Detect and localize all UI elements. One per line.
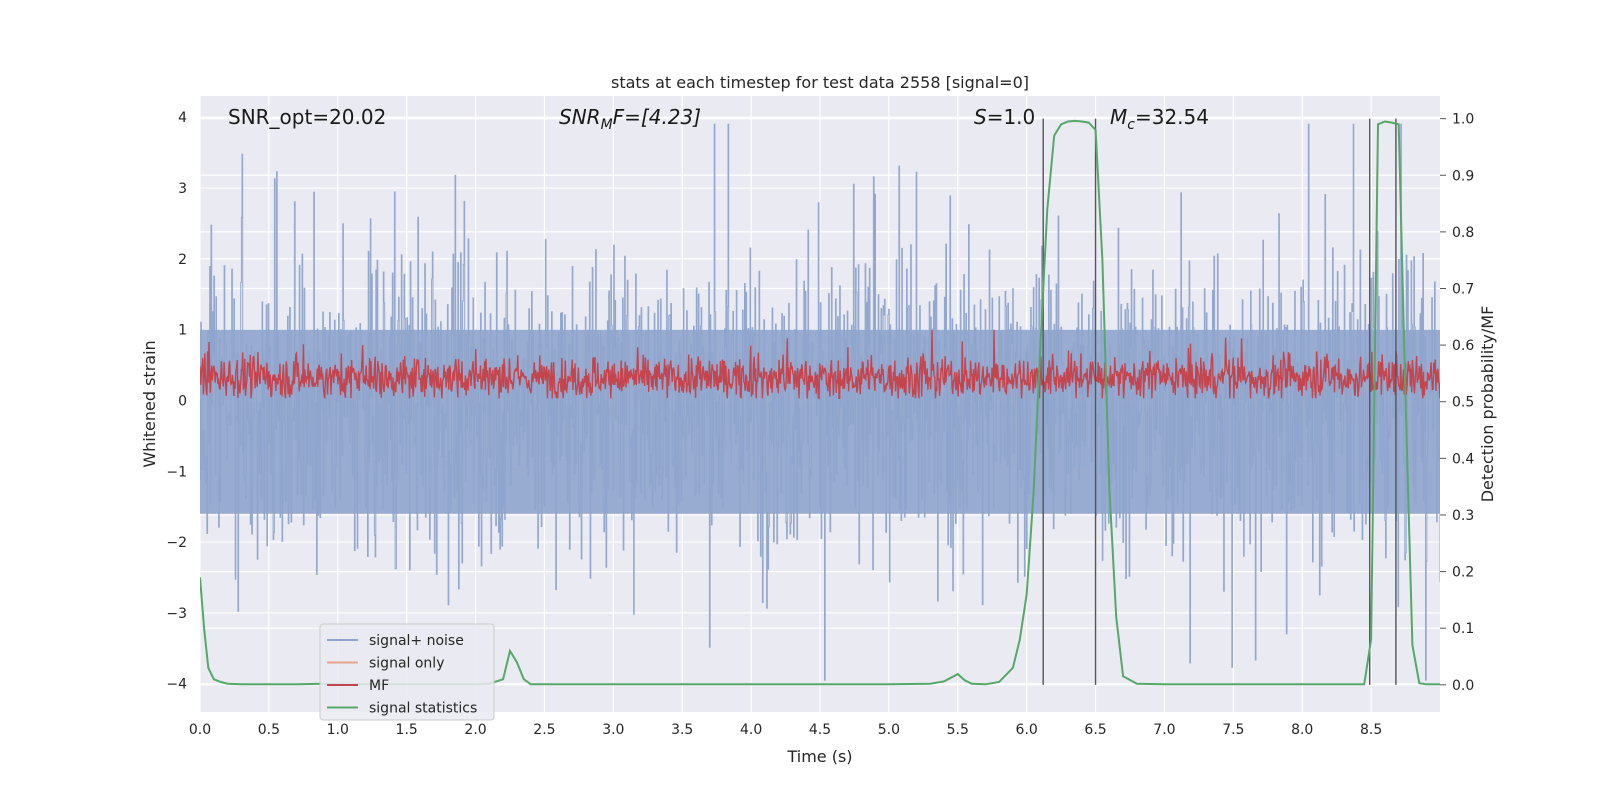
x-tick-label: 5.0 <box>878 722 900 738</box>
snr-mf-main: SNR <box>559 105 601 129</box>
y-left-tick-label: 3 <box>178 181 187 197</box>
annotation-snr-opt: SNR_opt=20.02 <box>228 105 386 129</box>
vertical-markers <box>1042 118 1397 685</box>
legend-label: signal+ noise <box>369 633 464 649</box>
annotation-mc: Mc=32.54 <box>1110 105 1209 133</box>
mf-series <box>200 329 1440 400</box>
y-left-tick-label: 2 <box>178 252 187 268</box>
x-tick-label: 0.0 <box>189 722 211 738</box>
y-right-tick-label: 0.1 <box>1452 621 1474 637</box>
s-rest: =1.0 <box>987 105 1036 129</box>
x-tick-label: 0.5 <box>258 722 280 738</box>
mc-sub: c <box>1127 117 1135 133</box>
x-tick-label: 7.0 <box>1153 722 1175 738</box>
x-tick-label: 1.5 <box>396 722 418 738</box>
x-tick-label: 8.0 <box>1291 722 1313 738</box>
x-tick-label: 2.0 <box>464 722 486 738</box>
y-right-tick-label: 0.0 <box>1452 678 1474 694</box>
snr-mf-rest: F=[4.23] <box>613 105 701 129</box>
x-tick-label: 2.5 <box>533 722 555 738</box>
x-tick-label: 4.0 <box>740 722 762 738</box>
x-tick-label: 3.0 <box>602 722 624 738</box>
y-axis-right-ticks: 1.0 0.9 0.8 0.7 0.6 0.5 0.4 0.3 0.2 0.1 0.0 <box>1440 112 1474 694</box>
x-tick-label: 4.5 <box>809 722 831 738</box>
y-right-tick-label: 1.0 <box>1452 112 1474 128</box>
x-tick-label: 3.5 <box>671 722 693 738</box>
y-left-tick-label: −3 <box>166 606 187 622</box>
y-left-tick-label: 4 <box>178 110 187 126</box>
y-right-tick-label: 0.2 <box>1452 565 1474 581</box>
y-axis-left-ticks: 4 3 2 1 0 −1 −2 −3 −4 <box>166 110 187 692</box>
legend: signal+ noise signal only MF signal statist… <box>319 623 495 721</box>
y-left-tick-label: −2 <box>166 535 187 551</box>
x-tick-label: 7.5 <box>1222 722 1244 738</box>
y-axis-left-label: Whitened strain <box>140 340 159 467</box>
x-tick-label: 6.0 <box>1016 722 1038 738</box>
x-tick-label: 6.5 <box>1084 722 1106 738</box>
snr-mf-sub: M <box>601 117 613 133</box>
y-right-tick-label: 0.6 <box>1452 338 1474 354</box>
annotation-s: S=1.0 <box>974 105 1035 129</box>
y-left-tick-label: −1 <box>166 464 187 480</box>
y-right-tick-label: 0.7 <box>1452 282 1474 298</box>
mc-main: M <box>1110 105 1127 129</box>
y-right-tick-label: 0.8 <box>1452 225 1474 241</box>
y-right-tick-label: 0.4 <box>1452 451 1474 467</box>
x-tick-label: 1.0 <box>327 722 349 738</box>
x-axis-label: Time (s) <box>786 747 852 766</box>
y-left-tick-label: −4 <box>166 677 187 693</box>
x-tick-label: 8.5 <box>1360 722 1382 738</box>
x-axis-ticks: 0.0 0.5 1.0 1.5 2.0 2.5 3.0 3.5 4.0 4.5 5.0 5.5 6.0 6… <box>189 722 1382 738</box>
legend-label: signal statistics <box>369 701 477 717</box>
chart-title: stats at each timestep for test data 255… <box>611 73 1029 92</box>
s-main: S <box>974 105 987 129</box>
signal-noise-core <box>200 329 1440 514</box>
annotation-snr-mf: SNRMF=[4.23] <box>559 105 701 133</box>
mf-line <box>200 329 1440 400</box>
x-tick-label: 5.5 <box>947 722 969 738</box>
legend-label: MF <box>369 678 389 694</box>
mc-rest: =32.54 <box>1135 105 1209 129</box>
y-left-tick-label: 1 <box>178 323 187 339</box>
y-right-tick-label: 0.9 <box>1452 168 1474 184</box>
y-left-tick-label: 0 <box>178 393 187 409</box>
y-axis-right-label: Detection probability/MF <box>1478 306 1497 503</box>
y-right-tick-label: 0.3 <box>1452 508 1474 524</box>
legend-label: signal only <box>369 656 444 672</box>
y-right-tick-label: 0.5 <box>1452 395 1474 411</box>
